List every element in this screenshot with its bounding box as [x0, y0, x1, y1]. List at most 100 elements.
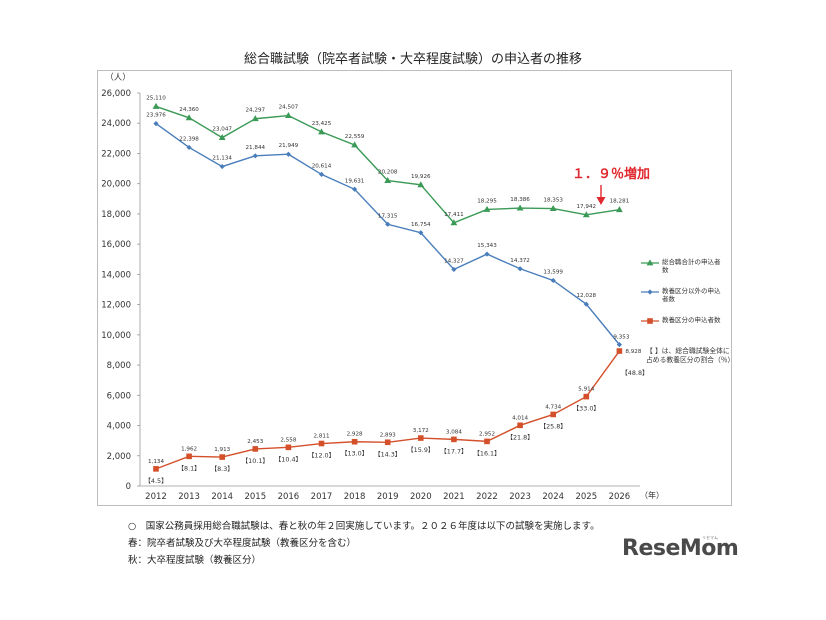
chart-title: 総合職試験（院卒者試験・大卒程度試験）の申込者の推移	[243, 52, 582, 67]
ratio-annotation: 【 】は、総合職試験全体に占める教養区分の割合（％）	[646, 347, 735, 365]
data-label: 25,110	[146, 95, 166, 101]
data-point	[616, 342, 622, 348]
ratio-label: 【25.8】	[540, 422, 567, 430]
data-label: 14,327	[444, 258, 464, 264]
data-point	[351, 438, 358, 445]
data-label: 13,599	[543, 269, 563, 275]
data-point	[252, 446, 259, 452]
data-point	[417, 181, 425, 188]
data-point	[583, 301, 589, 307]
data-point	[351, 141, 358, 148]
data-point	[450, 219, 458, 226]
y-tick-label: 8,000	[107, 361, 131, 371]
legend-label: 教養区分の申込者数	[662, 316, 721, 324]
data-point	[218, 134, 226, 141]
data-label: 2,453	[247, 439, 263, 445]
data-label: 18,353	[543, 198, 563, 204]
x-tick-label: 2019	[377, 492, 399, 502]
data-point	[550, 277, 556, 284]
x-axis-label: （年）	[640, 490, 664, 500]
x-tick-label: 2022	[476, 492, 498, 502]
series-line-0	[155, 105, 620, 224]
data-label: 1,962	[181, 446, 197, 452]
x-tick-label: 2025	[575, 492, 597, 502]
data-point	[152, 102, 160, 109]
y-tick-label: 18,000	[101, 210, 131, 220]
ratio-label: 【8.1】	[178, 464, 201, 472]
x-tick-label: 2021	[443, 492, 465, 502]
data-label: 2,928	[347, 432, 363, 438]
ratio-label: 【12.0】	[308, 452, 335, 460]
data-point	[285, 111, 292, 118]
data-label: 23,976	[146, 113, 166, 119]
ratio-label: 【48.8】	[621, 369, 648, 377]
data-label: 4,014	[512, 415, 528, 421]
x-tick-label: 2016	[278, 492, 300, 502]
data-label: 12,028	[577, 293, 597, 299]
data-point	[451, 266, 457, 273]
x-tick-label: 2020	[410, 492, 432, 502]
data-point	[484, 251, 490, 257]
ratio-label: 【10.1】	[242, 457, 269, 465]
y-tick-label: 24,000	[101, 119, 131, 129]
data-label: 8,928	[625, 349, 641, 355]
x-tick-label: 2026	[609, 492, 631, 502]
data-label: 23,425	[312, 121, 332, 127]
data-label: 18,281	[610, 199, 630, 205]
note-line-3: 秋：大卒程度試験（教養区分）	[128, 555, 262, 566]
data-label: 21,134	[212, 156, 232, 162]
data-label: 18,295	[477, 198, 497, 204]
ratio-label: 【17.7】	[440, 447, 467, 455]
data-point	[219, 163, 225, 170]
data-label: 5,914	[578, 387, 594, 393]
data-label: 17,942	[577, 204, 597, 210]
data-label: 19,631	[345, 178, 365, 184]
data-point	[517, 422, 523, 429]
y-tick-label: 26,000	[101, 89, 131, 99]
data-point	[451, 436, 457, 443]
y-tick-label: 0	[126, 482, 131, 492]
data-label: 15,343	[477, 243, 497, 249]
data-label: 3,172	[413, 428, 429, 434]
increase-arrow-head	[596, 197, 606, 205]
data-point	[582, 211, 590, 218]
data-label: 9,353	[613, 335, 629, 341]
increase-highlight-label: １．９％増加	[572, 166, 650, 182]
data-label: 21,844	[246, 145, 266, 151]
legend-entry-liberal-arts: 教養区分の申込者数	[662, 316, 724, 324]
data-point	[483, 205, 491, 212]
x-tick-label: 2018	[344, 492, 366, 502]
ratio-label: 【4.5】	[145, 477, 168, 485]
ratio-label: 【8.3】	[211, 465, 234, 473]
data-label: 4,734	[545, 404, 561, 410]
y-tick-label: 20,000	[101, 180, 131, 190]
data-point	[186, 453, 192, 460]
ratio-label: 【21.8】	[507, 433, 534, 441]
data-point	[616, 348, 623, 354]
data-point	[385, 221, 391, 227]
data-point	[185, 114, 193, 121]
data-label: 2,558	[280, 437, 296, 443]
y-axis-label: （人）	[105, 72, 131, 83]
data-point	[318, 171, 325, 178]
data-point	[418, 435, 424, 441]
data-label: 22,398	[179, 136, 199, 142]
data-label: 24,360	[179, 107, 199, 113]
data-point	[583, 393, 590, 400]
x-tick-label: 2017	[311, 492, 333, 502]
chart-frame	[97, 70, 732, 506]
ratio-label: 【10.4】	[275, 455, 302, 463]
data-point	[550, 411, 556, 418]
data-label: 18,386	[510, 197, 530, 203]
x-tick-label: 2013	[178, 492, 200, 502]
data-label: 3,084	[446, 429, 462, 435]
data-point	[318, 128, 325, 135]
data-point	[318, 440, 325, 447]
note-line-2: 春：院卒者試験及び大卒程度試験（教養区分を含む）	[128, 538, 357, 549]
ratio-label: 【15.9】	[407, 446, 434, 454]
y-tick-label: 12,000	[101, 301, 131, 311]
data-point	[517, 266, 523, 272]
data-point	[252, 153, 258, 159]
note-line-1: ○ 国家公務員採用総合職試験は、春と秋の年２回実施しています。２０２６年度は以下…	[128, 521, 600, 532]
